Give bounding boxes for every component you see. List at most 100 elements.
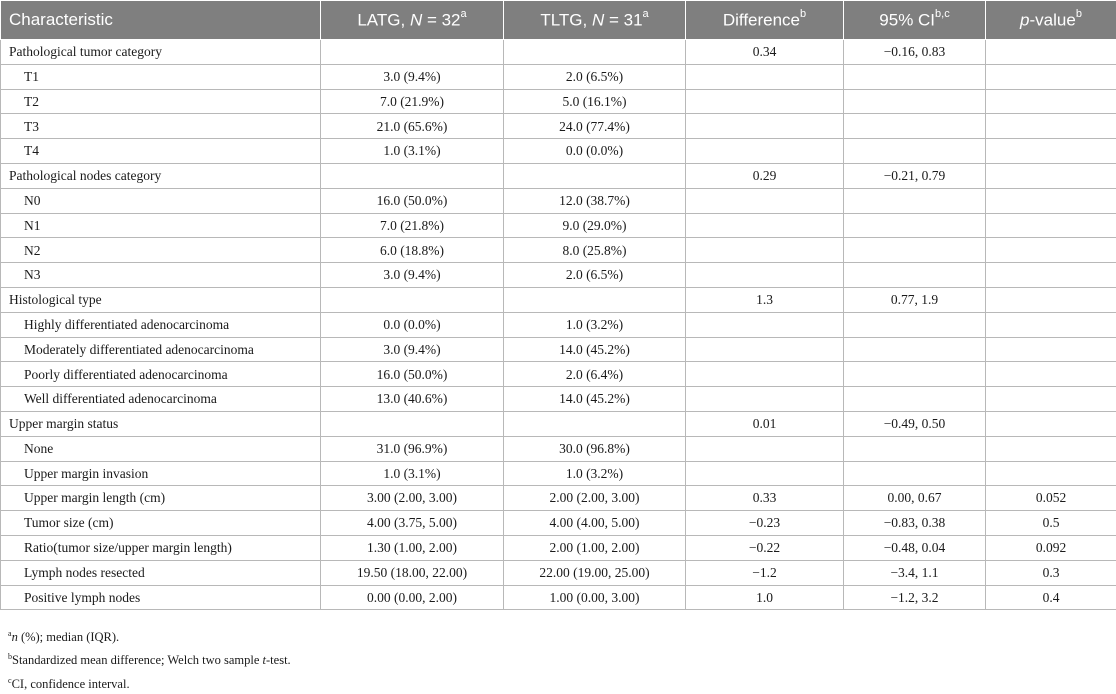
cell-characteristic: Histological type: [1, 287, 321, 312]
cell-p-value: [986, 461, 1116, 486]
cell-ci: −0.49, 0.50: [844, 411, 986, 436]
cell-difference: 0.34: [686, 40, 844, 65]
cell-p-value: [986, 64, 1116, 89]
cell-ci: [844, 89, 986, 114]
cell-characteristic: Well differentiated adenocarcinoma: [1, 387, 321, 412]
cell-ci: −0.48, 0.04: [844, 535, 986, 560]
cell-p-value: [986, 436, 1116, 461]
cell-p-value: [986, 40, 1116, 65]
cell-difference: [686, 213, 844, 238]
cell-latg: [321, 163, 504, 188]
cell-ci: −3.4, 1.1: [844, 560, 986, 585]
footnote-text: Standardized mean difference; Welch two …: [12, 654, 291, 668]
cell-latg: 3.0 (9.4%): [321, 337, 504, 362]
cell-p-value: [986, 287, 1116, 312]
cell-latg: 21.0 (65.6%): [321, 114, 504, 139]
cell-difference: 0.29: [686, 163, 844, 188]
cell-characteristic: N0: [1, 188, 321, 213]
cell-latg: 0.00 (0.00, 2.00): [321, 585, 504, 610]
cell-ci: [844, 387, 986, 412]
cell-ci: [844, 337, 986, 362]
cell-tltg: 8.0 (25.8%): [504, 238, 686, 263]
cell-latg: 13.0 (40.6%): [321, 387, 504, 412]
cell-latg: 3.0 (9.4%): [321, 263, 504, 288]
cell-characteristic: Lymph nodes resected: [1, 560, 321, 585]
cell-p-value: [986, 312, 1116, 337]
results-table: Characteristic LATG, N = 32a TLTG, N = 3…: [0, 0, 1116, 610]
cell-difference: 1.3: [686, 287, 844, 312]
cell-tltg: [504, 411, 686, 436]
cell-ci: 0.77, 1.9: [844, 287, 986, 312]
cell-difference: 1.0: [686, 585, 844, 610]
cell-characteristic: N1: [1, 213, 321, 238]
cell-p-value: [986, 213, 1116, 238]
cell-difference: [686, 114, 844, 139]
cell-latg: 19.50 (18.00, 22.00): [321, 560, 504, 585]
cell-ci: [844, 188, 986, 213]
cell-p-value: 0.3: [986, 560, 1116, 585]
cell-tltg: 2.00 (1.00, 2.00): [504, 535, 686, 560]
cell-difference: [686, 337, 844, 362]
cell-latg: 3.0 (9.4%): [321, 64, 504, 89]
cell-tltg: 2.0 (6.5%): [504, 263, 686, 288]
cell-difference: [686, 362, 844, 387]
cell-tltg: 9.0 (29.0%): [504, 213, 686, 238]
cell-difference: −0.22: [686, 535, 844, 560]
cell-latg: 31.0 (96.9%): [321, 436, 504, 461]
cell-p-value: [986, 387, 1116, 412]
cell-tltg: [504, 40, 686, 65]
cell-characteristic: T1: [1, 64, 321, 89]
cell-tltg: 22.00 (19.00, 25.00): [504, 560, 686, 585]
cell-tltg: 14.0 (45.2%): [504, 337, 686, 362]
cell-characteristic: T4: [1, 139, 321, 164]
cell-ci: −0.83, 0.38: [844, 511, 986, 536]
cell-characteristic: Pathological nodes category: [1, 163, 321, 188]
cell-latg: 16.0 (50.0%): [321, 362, 504, 387]
cell-ci: [844, 362, 986, 387]
cell-latg: 1.0 (3.1%): [321, 139, 504, 164]
table-row: Upper margin length (cm)3.00 (2.00, 3.00…: [1, 486, 1116, 511]
cell-p-value: [986, 337, 1116, 362]
cell-difference: [686, 263, 844, 288]
cell-characteristic: Upper margin invasion: [1, 461, 321, 486]
cell-difference: [686, 312, 844, 337]
cell-p-value: [986, 89, 1116, 114]
cell-latg: 7.0 (21.8%): [321, 213, 504, 238]
cell-characteristic: N2: [1, 238, 321, 263]
cell-tltg: 0.0 (0.0%): [504, 139, 686, 164]
cell-characteristic: Highly differentiated adenocarcinoma: [1, 312, 321, 337]
cell-p-value: [986, 163, 1116, 188]
table-row: Pathological nodes category 0.29−0.21, 0.…: [1, 163, 1116, 188]
cell-characteristic: T2: [1, 89, 321, 114]
cell-ci: −0.21, 0.79: [844, 163, 986, 188]
cell-difference: [686, 436, 844, 461]
header-p-value: p-valueb: [986, 1, 1116, 40]
cell-characteristic: Moderately differentiated adenocarcinoma: [1, 337, 321, 362]
cell-tltg: [504, 287, 686, 312]
footnote-c: cCI, confidence interval.: [8, 671, 1116, 694]
cell-tltg: 1.0 (3.2%): [504, 461, 686, 486]
cell-difference: [686, 238, 844, 263]
cell-p-value: [986, 238, 1116, 263]
cell-ci: [844, 263, 986, 288]
cell-difference: [686, 387, 844, 412]
cell-p-value: 0.4: [986, 585, 1116, 610]
cell-characteristic: Tumor size (cm): [1, 511, 321, 536]
cell-tltg: 2.0 (6.4%): [504, 362, 686, 387]
header-ci: 95% CIb,c: [844, 1, 986, 40]
cell-tltg: [504, 163, 686, 188]
footnotes: an (%); median (IQR).bStandardized mean …: [0, 610, 1116, 693]
cell-p-value: 0.092: [986, 535, 1116, 560]
cell-tltg: 5.0 (16.1%): [504, 89, 686, 114]
cell-characteristic: Positive lymph nodes: [1, 585, 321, 610]
footnote-b: bStandardized mean difference; Welch two…: [8, 647, 1116, 670]
header-latg: LATG, N = 32a: [321, 1, 504, 40]
